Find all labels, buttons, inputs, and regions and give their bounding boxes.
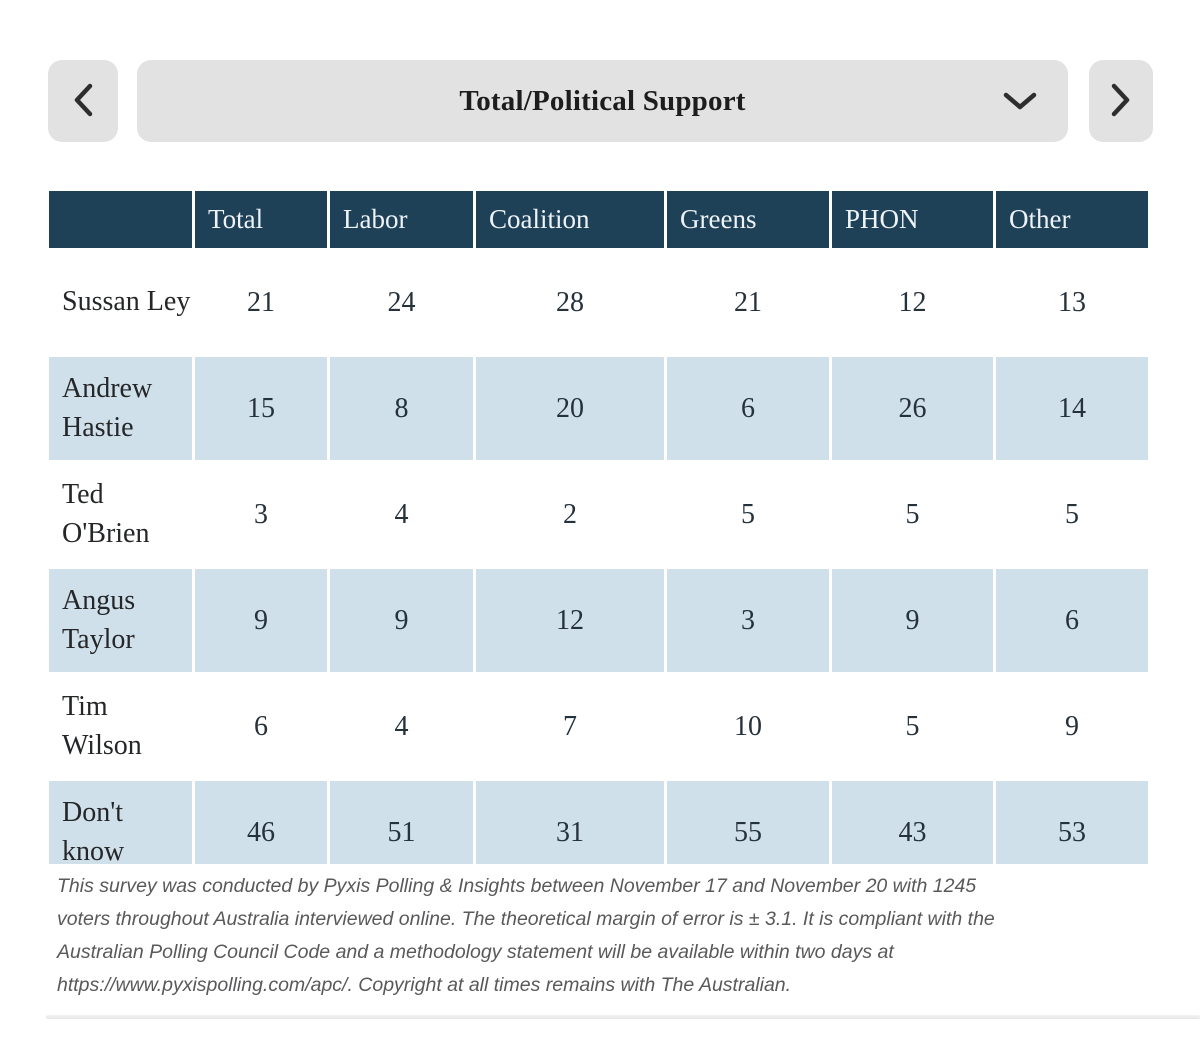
cell-value: 9 [195, 569, 327, 672]
cell-value: 28 [476, 251, 664, 354]
column-header-other: Other [996, 191, 1148, 248]
cell-value: 12 [832, 251, 993, 354]
poll-table: Total Labor Coalition Greens PHON Other … [46, 188, 1151, 864]
cell-value: 20 [476, 357, 664, 460]
cell-value: 6 [996, 569, 1148, 672]
row-label: Don't know [49, 781, 192, 864]
cell-value: 21 [195, 251, 327, 354]
cell-value: 9 [832, 569, 993, 672]
row-label: Tim Wilson [49, 675, 192, 778]
column-header-coalition: Coalition [476, 191, 664, 248]
column-header-labor: Labor [330, 191, 473, 248]
survey-methodology-note: This survey was conducted by Pyxis Polli… [57, 875, 995, 997]
table-pager-controls: Total/Political Support [48, 60, 1200, 142]
row-label: Andrew Hastie [49, 357, 192, 460]
cell-value: 5 [832, 463, 993, 566]
table-row: Don't know 46 51 31 55 43 53 [49, 781, 1148, 864]
bottom-divider [46, 1014, 1200, 1019]
cell-value: 4 [330, 675, 473, 778]
chevron-left-icon [72, 83, 94, 120]
prev-table-button[interactable] [48, 60, 118, 142]
cell-value: 43 [832, 781, 993, 864]
cell-value: 2 [476, 463, 664, 566]
cell-value: 5 [667, 463, 829, 566]
cell-value: 12 [476, 569, 664, 672]
cell-value: 5 [996, 463, 1148, 566]
cell-value: 15 [195, 357, 327, 460]
chevron-right-icon [1110, 83, 1132, 120]
cell-value: 31 [476, 781, 664, 864]
table-row: Tim Wilson 6 4 7 10 5 9 [49, 675, 1148, 778]
cell-value: 14 [996, 357, 1148, 460]
column-header-greens: Greens [667, 191, 829, 248]
table-row: Sussan Ley 21 24 28 21 12 13 [49, 251, 1148, 354]
cell-value: 10 [667, 675, 829, 778]
cell-value: 53 [996, 781, 1148, 864]
cell-value: 3 [667, 569, 829, 672]
cell-value: 13 [996, 251, 1148, 354]
poll-table-container: Total Labor Coalition Greens PHON Other … [46, 188, 1151, 864]
cell-value: 21 [667, 251, 829, 354]
column-header-total: Total [195, 191, 327, 248]
table-selector-label: Total/Political Support [459, 84, 746, 117]
row-label: Ted O'Brien [49, 463, 192, 566]
table-selector-dropdown[interactable]: Total/Political Support [137, 60, 1068, 142]
table-header-row: Total Labor Coalition Greens PHON Other [49, 191, 1148, 248]
chevron-down-icon [1002, 91, 1038, 111]
column-header-blank [49, 191, 192, 248]
table-row: Angus Taylor 9 9 12 3 9 6 [49, 569, 1148, 672]
cell-value: 24 [330, 251, 473, 354]
cell-value: 3 [195, 463, 327, 566]
cell-value: 9 [330, 569, 473, 672]
cell-value: 51 [330, 781, 473, 864]
table-row: Andrew Hastie 15 8 20 6 26 14 [49, 357, 1148, 460]
row-label: Sussan Ley [49, 251, 192, 354]
cell-value: 7 [476, 675, 664, 778]
column-header-phon: PHON [832, 191, 993, 248]
cell-value: 6 [195, 675, 327, 778]
cell-value: 8 [330, 357, 473, 460]
cell-value: 26 [832, 357, 993, 460]
cell-value: 9 [996, 675, 1148, 778]
cell-value: 5 [832, 675, 993, 778]
cell-value: 6 [667, 357, 829, 460]
next-table-button[interactable] [1089, 60, 1153, 142]
row-label: Angus Taylor [49, 569, 192, 672]
cell-value: 55 [667, 781, 829, 864]
cell-value: 46 [195, 781, 327, 864]
cell-value: 4 [330, 463, 473, 566]
table-row: Ted O'Brien 3 4 2 5 5 5 [49, 463, 1148, 566]
